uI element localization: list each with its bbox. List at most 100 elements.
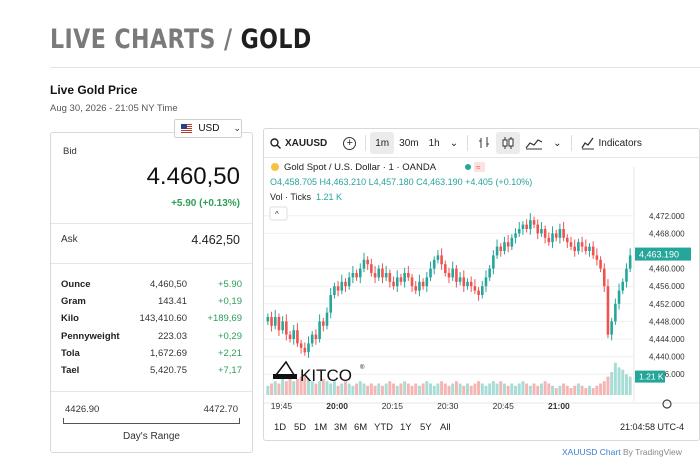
- interval-1m[interactable]: 1m: [370, 132, 395, 154]
- range-button-all[interactable]: All: [440, 422, 451, 433]
- volume-bar: [288, 376, 292, 395]
- range-button-1m[interactable]: 1M: [314, 422, 327, 433]
- bar-style-button[interactable]: [472, 132, 496, 154]
- toolbar-divider: [365, 135, 367, 151]
- candle-body: [355, 273, 358, 278]
- candle-body: [303, 347, 307, 353]
- page-title-main: GOLD: [240, 24, 312, 55]
- candle-body: [281, 321, 284, 331]
- price-axis: 4,472.000 4,468.000 4,460.000 4,456.000 4,45…: [649, 212, 685, 379]
- unit-unit: Ounce: [61, 279, 91, 291]
- compare-symbol-button[interactable]: +: [338, 132, 361, 154]
- range-button-6m[interactable]: 6M: [354, 422, 367, 433]
- candle-body: [529, 220, 532, 229]
- day-range-label: Day's Range: [123, 431, 180, 442]
- volume-bar: [480, 383, 484, 395]
- range-button-5y[interactable]: 5Y: [420, 422, 432, 433]
- range-button-ytd[interactable]: YTD: [374, 422, 393, 433]
- candle-body: [584, 246, 588, 251]
- legend-title: Gold Spot / U.S. Dollar · 1 · OANDA: [284, 162, 437, 173]
- volume-bar: [358, 381, 362, 395]
- volume-bar: [314, 383, 318, 395]
- candle-body: [381, 268, 384, 278]
- chart-attribution[interactable]: XAUUSD Chart By TradingView: [562, 447, 682, 457]
- volume-bar: [399, 383, 403, 395]
- indicators-button[interactable]: Indicators: [576, 132, 647, 154]
- candle-body: [340, 281, 344, 291]
- candle-body: [606, 286, 610, 335]
- volume-bar: [588, 385, 591, 395]
- interval-30m[interactable]: 30m: [399, 137, 419, 149]
- candle-body: [577, 242, 580, 251]
- market-open-icon: [465, 164, 471, 170]
- volume-bar: [565, 385, 569, 395]
- candle-body: [499, 246, 503, 251]
- candle-body: [310, 334, 314, 344]
- volume-bar: [521, 381, 525, 395]
- chart-style-menu-button[interactable]: ⌄: [548, 132, 566, 154]
- candle-body: [447, 273, 451, 278]
- volume-bar: [547, 383, 551, 395]
- price-tick: 4,468.000: [649, 229, 685, 238]
- volume-bar: [281, 378, 285, 395]
- chart-legend: Gold Spot / U.S. Dollar · 1 · OANDA ≈ O4…: [269, 162, 532, 221]
- volume-bar: [270, 383, 274, 395]
- bid-label: Bid: [63, 146, 77, 157]
- collapse-legend-button[interactable]: [269, 206, 288, 221]
- volume-bar: [432, 385, 436, 395]
- ask-label: Ask: [61, 234, 78, 245]
- volume-bar: [469, 385, 473, 395]
- candle-body: [543, 229, 547, 238]
- candle-body: [395, 277, 399, 287]
- candle-body: [418, 281, 421, 291]
- candles-style-button[interactable]: [496, 132, 521, 154]
- volume-bar: [447, 385, 451, 395]
- candle-body: [462, 277, 466, 287]
- candle-body: [473, 286, 477, 291]
- candle-body: [455, 268, 458, 282]
- volume-bar: [440, 381, 444, 395]
- candle-body: [588, 246, 591, 251]
- price-tick: 4,460.000: [649, 265, 685, 274]
- page-title-prefix: LIVE CHARTS /: [50, 24, 241, 55]
- symbol-search-button[interactable]: XAUUSD: [264, 132, 332, 154]
- candle-body: [444, 264, 447, 273]
- range-button-1d[interactable]: 1D: [274, 422, 286, 433]
- candle-body: [484, 277, 488, 287]
- bid-value: 4.460,50: [146, 163, 240, 190]
- volume-bar: [551, 385, 554, 395]
- volume-bar: [266, 385, 270, 395]
- toolbar-divider: [570, 135, 572, 151]
- candle-body: [421, 281, 425, 287]
- range-button-3m[interactable]: 3M: [334, 422, 347, 433]
- interval-1h[interactable]: 1h: [428, 137, 440, 149]
- range-button-1y[interactable]: 1Y: [400, 422, 412, 433]
- volume-bar: [454, 381, 458, 395]
- kitco-watermark: KITCO: [300, 366, 352, 385]
- attribution-symbol: XAUUSD Chart: [562, 447, 621, 457]
- volume-bar: [406, 383, 410, 395]
- currency-select[interactable]: USD ⌄: [174, 119, 242, 138]
- volume-bar: [617, 367, 621, 395]
- range-button-5d[interactable]: 5D: [294, 422, 306, 433]
- candlestick-chart[interactable]: 4,472.000 4,468.000 4,460.000 4,456.000 4,45…: [264, 157, 700, 441]
- volume-bar: [499, 381, 503, 395]
- unit-change: +5.90: [217, 279, 242, 291]
- unit-row: Kilo 143,410.60 +189,69: [61, 310, 242, 327]
- volume-bar: [273, 381, 277, 395]
- chevron-up-icon: ^: [275, 210, 279, 219]
- settings-icon[interactable]: [662, 399, 672, 409]
- unit-change: +189,69: [207, 313, 242, 325]
- price-tick: 4,440.000: [649, 353, 685, 362]
- chevron-down-icon: ⌄: [233, 123, 241, 133]
- volume-bar: [502, 383, 506, 395]
- candle-body: [325, 312, 329, 326]
- price-timestamp: Aug 30, 2026 - 21:05 NY Time: [50, 103, 178, 114]
- volume-bar: [539, 383, 543, 395]
- interval-menu-button[interactable]: ⌄: [445, 132, 463, 154]
- candle-body: [610, 321, 613, 335]
- candle-body: [625, 268, 628, 282]
- area-style-button[interactable]: [520, 132, 548, 154]
- unit-price: 223.03: [157, 330, 187, 342]
- volume-bar: [403, 381, 407, 395]
